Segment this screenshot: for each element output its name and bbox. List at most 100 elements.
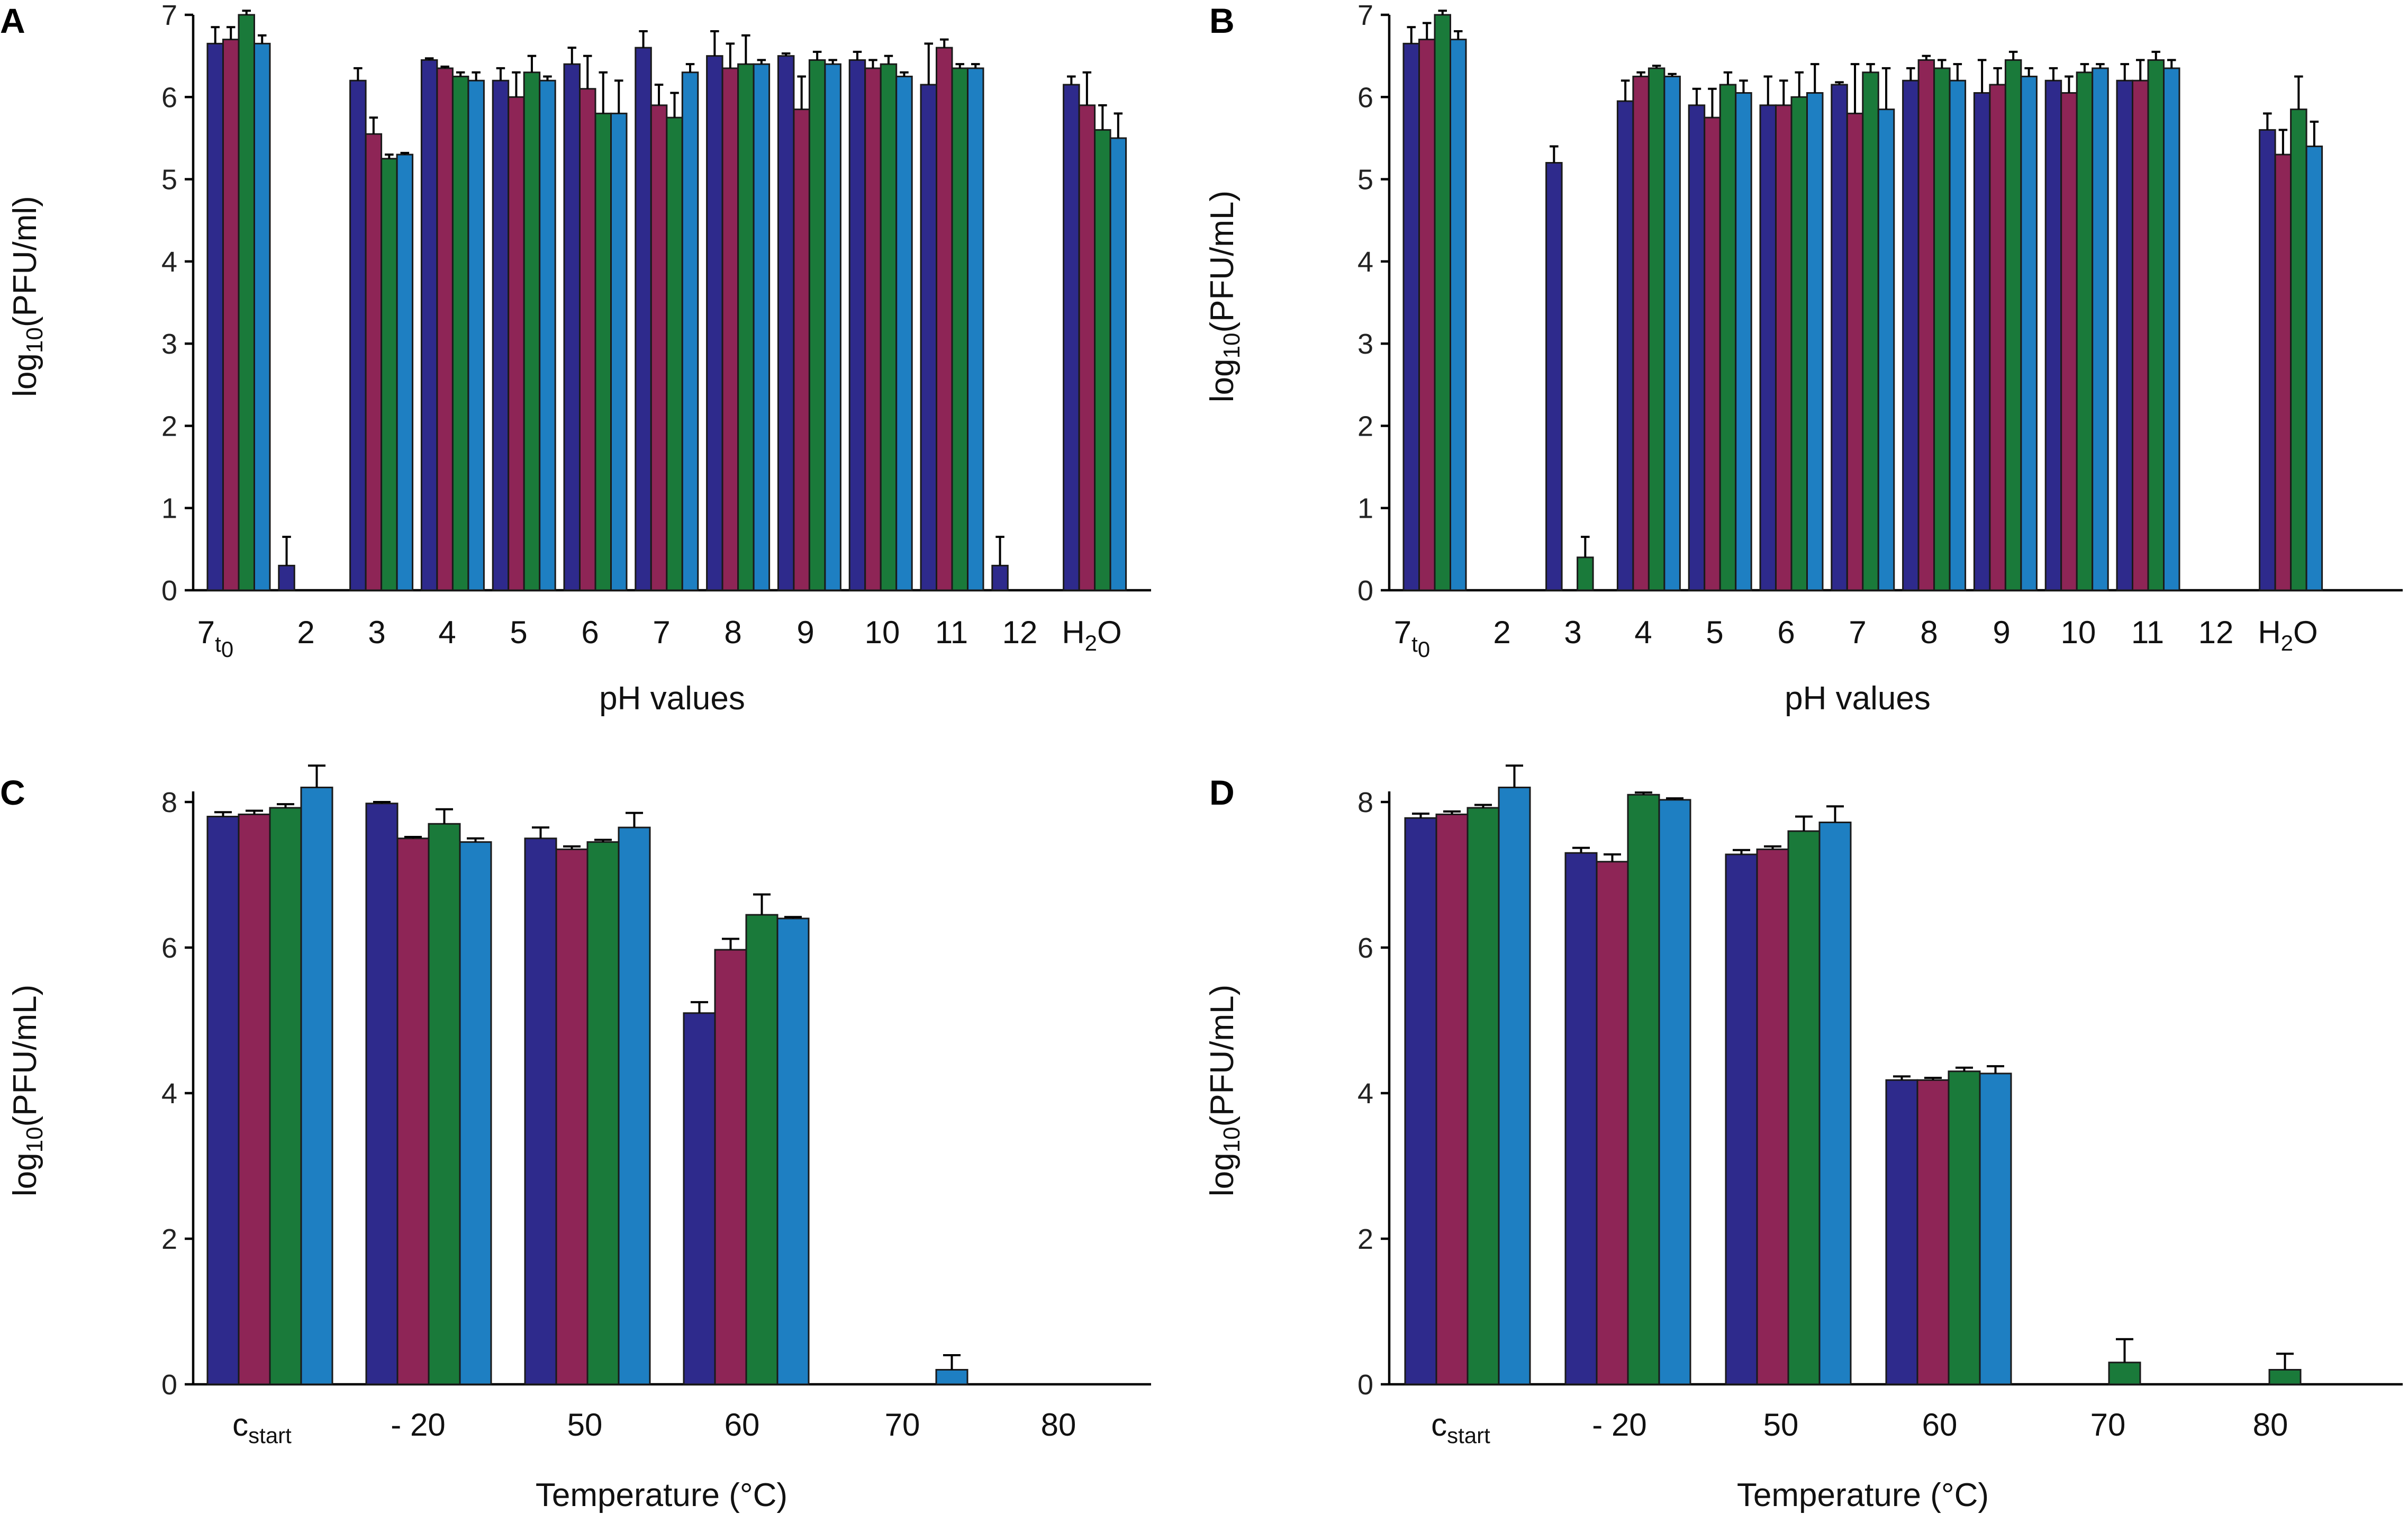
x-tick-label: 9 bbox=[1993, 615, 2010, 650]
bar bbox=[880, 63, 898, 591]
panel-d: D 0 2 4 6 8 cstart - 20 50 60 70 80 Temperat… bbox=[1204, 764, 2403, 1513]
bar bbox=[579, 88, 596, 591]
panel-a-x-axis-label: pH values bbox=[599, 680, 745, 717]
bar bbox=[467, 79, 485, 591]
bar bbox=[1719, 84, 1737, 591]
y-tick-label: 4 bbox=[1357, 246, 1373, 278]
bar bbox=[2274, 154, 2292, 591]
panel-b-y-axis-label: log10(PFU/mL) bbox=[1204, 191, 1245, 402]
bar bbox=[349, 79, 367, 591]
bar bbox=[1725, 853, 1758, 1385]
bar bbox=[1979, 1073, 2012, 1385]
bar bbox=[2290, 109, 2307, 591]
bar bbox=[420, 59, 438, 591]
bar bbox=[951, 67, 968, 591]
y-tick-label: 5 bbox=[161, 164, 177, 196]
x-tick-label: 11 bbox=[2131, 615, 2164, 650]
bar bbox=[681, 71, 699, 591]
bar bbox=[610, 112, 628, 591]
y-tick-label: 2 bbox=[1357, 410, 1373, 442]
bar bbox=[451, 75, 469, 591]
bar bbox=[2305, 145, 2323, 591]
bar bbox=[2132, 79, 2149, 591]
x-tick-label: 10 bbox=[2061, 615, 2096, 650]
bar bbox=[539, 79, 556, 591]
bar bbox=[1596, 861, 1629, 1385]
bar bbox=[1545, 162, 1563, 591]
x-tick-label: H2O bbox=[1062, 615, 1121, 655]
panel-d-y-ticks: 0 2 4 6 8 bbox=[1357, 787, 1389, 1401]
bar bbox=[1877, 109, 1895, 591]
bar bbox=[594, 112, 612, 591]
bar bbox=[436, 67, 454, 591]
y-tick-label: 1 bbox=[1357, 493, 1373, 525]
bar bbox=[650, 104, 668, 591]
bar bbox=[666, 116, 683, 591]
bar bbox=[206, 816, 240, 1385]
x-tick-label: 70 bbox=[2090, 1407, 2126, 1443]
panel-c-x-tick-labels: cstart - 20 50 60 70 80 bbox=[232, 1407, 1076, 1448]
bar bbox=[1756, 848, 1789, 1385]
y-tick-label: 0 bbox=[1357, 575, 1373, 607]
panel-d-bars bbox=[1404, 764, 2302, 1385]
bar bbox=[895, 75, 913, 591]
y-tick-label: 3 bbox=[1357, 328, 1373, 360]
bar bbox=[1564, 852, 1598, 1385]
bar bbox=[524, 837, 557, 1385]
panel-d-x-tick-labels: cstart - 20 50 60 70 80 bbox=[1431, 1407, 2288, 1448]
bar bbox=[1418, 39, 1436, 591]
x-tick-label: 7 bbox=[653, 615, 670, 650]
bar bbox=[1948, 1070, 1981, 1385]
bar bbox=[2092, 67, 2109, 591]
bar bbox=[563, 63, 581, 591]
panel-c-bars bbox=[206, 764, 968, 1385]
y-tick-label: 1 bbox=[161, 493, 177, 525]
x-tick-label: cstart bbox=[1431, 1407, 1490, 1448]
y-tick-label: 6 bbox=[1357, 82, 1373, 113]
y-tick-label: 0 bbox=[1357, 1369, 1373, 1401]
x-tick-label: 3 bbox=[1564, 615, 1581, 650]
bar bbox=[777, 55, 795, 591]
bar bbox=[864, 67, 882, 591]
bar bbox=[206, 42, 224, 591]
x-tick-label: 12 bbox=[2198, 615, 2234, 650]
x-tick-label: 7 bbox=[1849, 615, 1866, 650]
bar bbox=[1466, 807, 1500, 1385]
x-tick-label: 4 bbox=[438, 615, 456, 650]
panel-d-x-axis-label: Temperature (°C) bbox=[1737, 1477, 1989, 1513]
bar bbox=[222, 39, 240, 591]
bar bbox=[1902, 79, 1920, 591]
bar bbox=[1627, 794, 1660, 1385]
bar bbox=[381, 158, 398, 591]
y-tick-label: 8 bbox=[161, 787, 177, 818]
bar bbox=[2044, 79, 2062, 591]
bar bbox=[706, 55, 723, 591]
bar bbox=[1063, 84, 1080, 591]
panel-c-y-axis-label: log10(PFU/mL) bbox=[7, 985, 48, 1196]
bar bbox=[254, 42, 271, 591]
bar bbox=[238, 813, 271, 1385]
x-tick-label: 80 bbox=[1041, 1407, 1076, 1443]
bar bbox=[555, 848, 589, 1385]
bar bbox=[1759, 104, 1777, 591]
x-tick-label: 8 bbox=[724, 615, 741, 650]
y-tick-label: 4 bbox=[161, 246, 177, 278]
bar bbox=[824, 63, 841, 591]
bar bbox=[936, 47, 953, 591]
bar bbox=[808, 59, 826, 591]
y-tick-label: 8 bbox=[1357, 787, 1373, 818]
panel-d-y-axis-label: log10(PFU/mL) bbox=[1204, 985, 1245, 1196]
y-tick-label: 0 bbox=[161, 575, 177, 607]
x-tick-label: 7t0 bbox=[197, 615, 233, 662]
x-tick-label: 10 bbox=[865, 615, 900, 650]
y-tick-label: 7 bbox=[161, 0, 177, 31]
bar bbox=[300, 787, 333, 1385]
bar bbox=[1704, 116, 1721, 591]
bar bbox=[1862, 71, 1879, 591]
bar bbox=[1933, 67, 1951, 591]
bar bbox=[1078, 104, 1096, 591]
x-tick-label: 50 bbox=[1763, 1407, 1799, 1443]
bar bbox=[2147, 59, 2165, 591]
panel-letter-b: B bbox=[1209, 1, 1235, 40]
